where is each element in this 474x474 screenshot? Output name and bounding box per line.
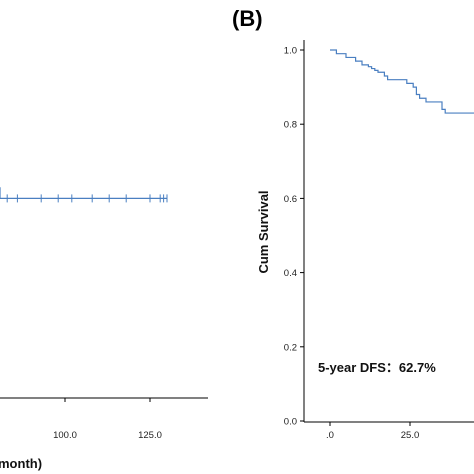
panel-a-x-tick-label: 125.0 [138, 430, 162, 441]
panel-a-x-axis-title: month) [0, 456, 42, 471]
panel-b-y-ticks: 1.0 0.8 0.6 0.4 0.2 0.0 [284, 46, 304, 428]
panel-b-y-tick-label: 0.8 [284, 120, 297, 131]
panel-b-y-tick-label: 0.6 [284, 194, 297, 205]
panel-b-x-tick-label: 25.0 [401, 430, 420, 441]
panel-b-annotation: 5-year DFS：62.7% [318, 360, 436, 375]
panel-b-survival-curve [330, 49, 474, 114]
panel-a-x-tick-label: 100.0 [53, 430, 77, 441]
panel-b-y-tick-label: 0.0 [284, 417, 297, 428]
panel-b-x-tick-label: .0 [326, 430, 334, 441]
panel-b: (B) 1.0 0.8 0.6 0.4 0.2 0.0 .0 25.0 Cum Surviv… [232, 6, 474, 441]
panel-a: 100.0 125.0 month) [0, 187, 208, 471]
panel-b-y-axis-title: Cum Survival [256, 190, 271, 273]
panel-a-censor-marks [6, 194, 168, 203]
panel-a-x-ticks: 100.0 125.0 [53, 398, 162, 441]
panel-b-label: (B) [232, 6, 263, 31]
panel-a-survival-curve [0, 187, 167, 199]
panel-b-x-ticks: .0 25.0 [326, 422, 419, 441]
panel-b-y-tick-label: 1.0 [284, 46, 297, 57]
panel-b-y-tick-label: 0.4 [284, 268, 297, 279]
panel-b-y-tick-label: 0.2 [284, 342, 297, 353]
